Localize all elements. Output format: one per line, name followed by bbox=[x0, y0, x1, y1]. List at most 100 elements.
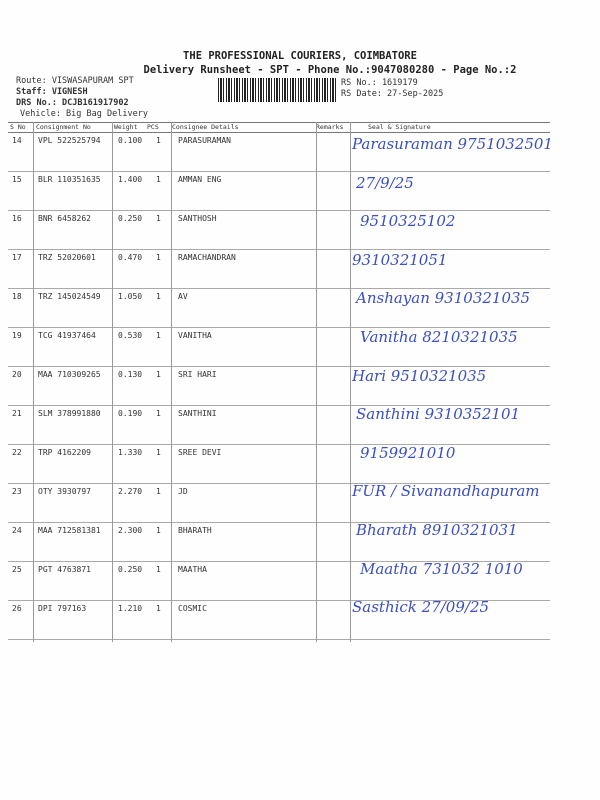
consignee-name: BHARATH bbox=[178, 526, 212, 535]
company-title: THE PROFESSIONAL COURIERS, COIMBATORE bbox=[183, 50, 417, 62]
handwritten-signature: 9310321051 bbox=[352, 250, 448, 269]
handwritten-signature: Maatha 731032 1010 bbox=[360, 559, 523, 578]
row-sno: 21 bbox=[12, 409, 22, 418]
consignee-name: COSMIC bbox=[178, 604, 207, 613]
barcode bbox=[218, 78, 338, 102]
consignee-name: RAMACHANDRAN bbox=[178, 253, 236, 262]
drs-number: DRS No.: DCJB161917902 bbox=[16, 98, 129, 108]
row-sno: 15 bbox=[12, 175, 22, 184]
pcs: 1 bbox=[156, 292, 161, 301]
consignment-number: OTY 3930797 bbox=[38, 487, 91, 496]
pcs: 1 bbox=[156, 175, 161, 184]
row-sno: 20 bbox=[12, 370, 22, 379]
table-row: 22 TRP 4162209 1.330 1 SREE DEVI bbox=[8, 445, 550, 484]
consignee-name: JD bbox=[178, 487, 188, 496]
row-sno: 22 bbox=[12, 448, 22, 457]
table-row: 23 OTY 3930797 2.270 1 JD bbox=[8, 484, 550, 523]
row-sno: 23 bbox=[12, 487, 22, 496]
consignment-number: TRZ 52020601 bbox=[38, 253, 96, 262]
table-row: 21 SLM 378991880 0.190 1 SANTHINI bbox=[8, 406, 550, 445]
rs-number: RS No.: 1619179 bbox=[341, 78, 418, 88]
table-row: 24 MAA 712581381 2.300 1 BHARATH bbox=[8, 523, 550, 562]
consignee-name: SANTHOSH bbox=[178, 214, 217, 223]
weight: 0.250 bbox=[118, 565, 143, 574]
handwritten-signature: Santhini 9310352101 bbox=[356, 405, 521, 424]
weight: 2.270 bbox=[118, 487, 143, 496]
pcs: 1 bbox=[156, 214, 161, 223]
consignment-number: DPI 797163 bbox=[38, 604, 87, 613]
col-sno: S No bbox=[10, 123, 26, 131]
consignee-name: PARASURAMAN bbox=[178, 136, 231, 145]
pcs: 1 bbox=[156, 331, 161, 340]
col-pcs: PCS bbox=[147, 123, 159, 131]
table-row: 18 TRZ 145024549 1.050 1 AV bbox=[8, 289, 550, 328]
consignment-number: SLM 378991880 bbox=[38, 409, 101, 418]
col-remarks: Remarks bbox=[316, 123, 344, 131]
pcs: 1 bbox=[156, 370, 161, 379]
weight: 0.100 bbox=[118, 136, 143, 145]
row-sno: 24 bbox=[12, 526, 22, 535]
handwritten-signature: 9510325102 bbox=[360, 212, 456, 231]
row-sno: 14 bbox=[12, 136, 22, 145]
consignee-name: AMMAN ENG bbox=[178, 175, 222, 184]
weight: 1.400 bbox=[118, 175, 143, 184]
table-row: 17 TRZ 52020601 0.470 1 RAMACHANDRAN bbox=[8, 250, 550, 289]
handwritten-signature: Bharath 8910321031 bbox=[356, 521, 518, 539]
handwritten-signature: 9159921010 bbox=[360, 443, 456, 462]
col-consignment: Consignment No bbox=[36, 123, 91, 131]
row-sno: 25 bbox=[12, 565, 22, 574]
consignment-number: TRZ 145024549 bbox=[38, 292, 101, 301]
table-row: 16 BNR 6458262 0.250 1 SANTHOSH bbox=[8, 211, 550, 250]
consignment-number: MAA 710309265 bbox=[38, 370, 101, 379]
handwritten-signature: Anshayan 9310321035 bbox=[356, 289, 531, 308]
weight: 1.330 bbox=[118, 448, 143, 457]
row-sno: 26 bbox=[12, 604, 22, 613]
consignee-name: AV bbox=[178, 292, 188, 301]
rs-date: RS Date: 27-Sep-2025 bbox=[341, 89, 444, 99]
consignment-number: BLR 110351635 bbox=[38, 175, 101, 184]
table-row: 15 BLR 110351635 1.400 1 AMMAN ENG bbox=[8, 172, 550, 211]
pcs: 1 bbox=[156, 409, 161, 418]
row-sno: 19 bbox=[12, 331, 22, 340]
pcs: 1 bbox=[156, 526, 161, 535]
handwritten-signature: Hari 9510321035 bbox=[352, 366, 487, 385]
col-weight: Weight bbox=[114, 123, 138, 131]
runsheet-subtitle: Delivery Runsheet - SPT - Phone No.:9047… bbox=[143, 64, 517, 76]
staff: Staff: VIGNESH bbox=[16, 87, 88, 97]
weight: 2.300 bbox=[118, 526, 143, 535]
weight: 0.190 bbox=[118, 409, 143, 418]
consignment-number: TRP 4162209 bbox=[38, 448, 91, 457]
consignee-name: MAATHA bbox=[178, 565, 207, 574]
row-sno: 16 bbox=[12, 214, 22, 223]
pcs: 1 bbox=[156, 448, 161, 457]
table-row: 14 VPL 522525794 0.100 1 PARASURAMAN bbox=[8, 133, 550, 172]
handwritten-signature: Sasthick 27/09/25 bbox=[352, 598, 490, 617]
handwritten-signature: 27/9/25 bbox=[356, 173, 414, 192]
row-sno: 18 bbox=[12, 292, 22, 301]
col-signature: Seal & Signature bbox=[368, 123, 431, 131]
pcs: 1 bbox=[156, 487, 161, 496]
weight: 0.250 bbox=[118, 214, 143, 223]
handwritten-signature: Vanitha 8210321035 bbox=[360, 328, 518, 346]
consignment-number: TCG 41937464 bbox=[38, 331, 96, 340]
pcs: 1 bbox=[156, 136, 161, 145]
row-sno: 17 bbox=[12, 253, 22, 262]
table-row: 25 PGT 4763871 0.250 1 MAATHA bbox=[8, 562, 550, 601]
consignment-number: VPL 522525794 bbox=[38, 136, 101, 145]
weight: 1.210 bbox=[118, 604, 143, 613]
table-header: S No Consignment No Weight PCS Consignee… bbox=[8, 122, 550, 133]
vehicle: Vehicle: Big Bag Delivery bbox=[20, 109, 148, 119]
handwritten-signature: FUR / Sivanandhapuram bbox=[352, 482, 540, 501]
weight: 0.530 bbox=[118, 331, 143, 340]
weight: 0.130 bbox=[118, 370, 143, 379]
pcs: 1 bbox=[156, 604, 161, 613]
handwritten-signature: Parasuraman 9751032501 bbox=[352, 135, 553, 153]
table-row: 20 MAA 710309265 0.130 1 SRI HARI bbox=[8, 367, 550, 406]
pcs: 1 bbox=[156, 565, 161, 574]
consignee-name: SREE DEVI bbox=[178, 448, 222, 457]
table-row: 26 DPI 797163 1.210 1 COSMIC bbox=[8, 601, 550, 640]
consignee-name: SANTHINI bbox=[178, 409, 217, 418]
route: Route: VISWASAPURAM SPT bbox=[16, 76, 134, 86]
col-consignee: Consignee Details bbox=[172, 123, 239, 131]
